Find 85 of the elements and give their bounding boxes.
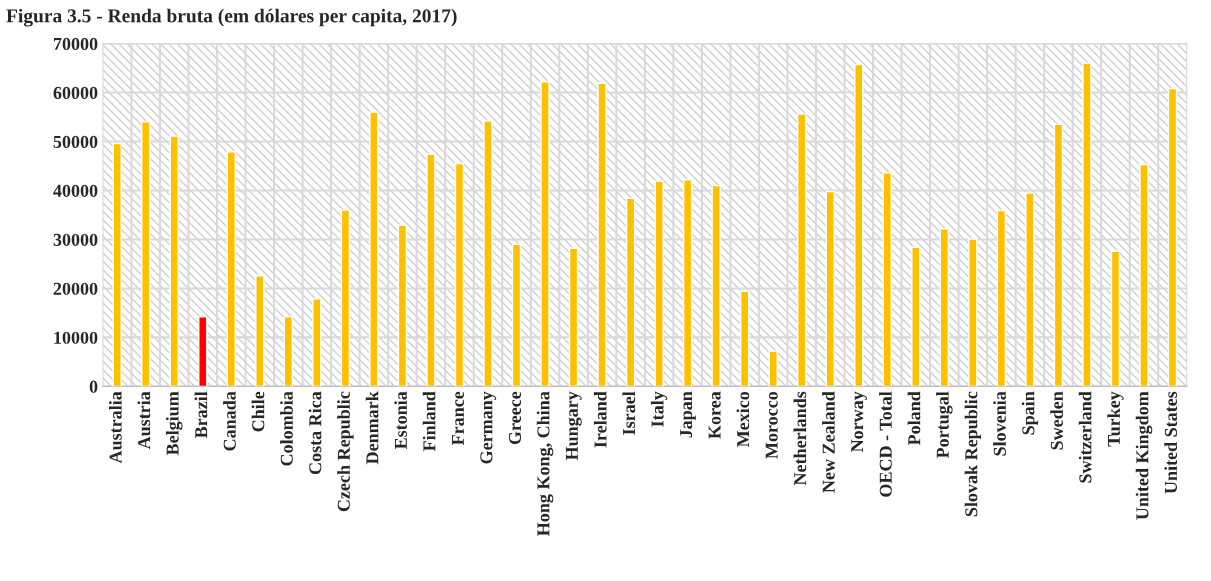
x-tick-label: United States [1164,391,1178,494]
x-tick-label: Germany [480,391,497,464]
bar [1139,163,1149,387]
x-tick-label: Morocco [765,391,778,459]
x-tick-label: Finland [422,391,436,452]
bar [1025,192,1035,387]
bar [711,184,721,387]
bar [1082,62,1092,387]
bar [426,153,436,387]
bar [283,316,294,387]
bar [483,120,493,387]
x-tick-label: Austria [137,391,151,450]
bar [654,180,664,387]
bar [797,113,807,387]
x-tick-label: Turkey [1107,391,1124,447]
x-tick-label: United Kingdom [1135,391,1153,520]
x-tick-label: Denmark [365,391,379,465]
x-tick-label: Israel [622,391,636,435]
x-tick-label: Hong Kong, China [536,391,554,536]
bar [540,81,550,387]
x-tick-label: Canada [223,391,236,451]
bar [597,82,607,387]
y-tick-label: 10000 [54,331,98,344]
bar [825,190,835,387]
x-tick-label: Costa Rica [308,391,322,475]
x-tick-label: Italy [650,391,668,427]
x-tick-label: Switzerland [1078,391,1092,483]
bar [996,209,1007,387]
x-tick-label: Japan [680,391,696,438]
x-tick-label: Czech Republic [337,391,354,512]
bar [255,274,265,387]
x-tick-label: Netherlands [793,391,807,486]
bar [568,247,579,387]
bar [1110,250,1121,387]
x-tick-label: Australia [109,391,122,464]
y-tick-label: 50000 [53,135,98,148]
x-tick-label: Korea [708,391,721,439]
chart-title: Figura 3.5 - Renda bruta (em dólares per capita, 2017) [6,8,457,27]
x-tick-label: Brazil [194,391,208,439]
bar [511,243,522,387]
bar [141,121,151,387]
y-tick-label: 30000 [53,233,98,246]
x-tick-label: Poland [907,391,921,446]
x-tick-label: Mexico [736,391,750,448]
x-tick-label: Colombia [280,391,293,466]
bar [911,246,921,387]
x-tick-label: France [451,391,464,446]
bar [882,172,892,387]
x-tick-label: OECD - Total [879,391,892,497]
x-tick-label: Slovak Republic [964,391,982,517]
bar [454,162,465,387]
x-tick-label: Norway [851,391,867,453]
bar [768,350,778,387]
bar [739,290,750,387]
bar [682,179,693,387]
x-tick-label: Chile [251,391,265,432]
bar [198,316,208,387]
y-tick-label: 40000 [53,184,98,197]
x-tick-label: Belgium [165,391,183,456]
bar [968,238,978,387]
x-tick-label: Estonia [394,391,407,450]
bar [226,151,236,387]
bar [397,224,408,387]
bar [625,197,636,387]
x-tick-label: Ireland [593,391,607,448]
bar [340,209,351,387]
bar [854,63,864,387]
x-tick-label: Sweden [1050,391,1063,450]
x-tick-label: Portugal [936,391,953,459]
y-tick-label: 70000 [53,37,98,51]
y-tick-label: 60000 [53,86,98,99]
y-tick-label: 0 [89,380,98,393]
x-tick-label: New Zealand [822,391,835,493]
x-tick-label: Hungary [565,391,582,461]
bar [312,298,322,387]
x-tick-label: Spain [1021,391,1039,435]
bar [939,227,950,387]
x-tick-label: Greece [508,391,522,445]
bar [112,142,122,387]
y-tick-label: 20000 [53,282,98,295]
bar [1053,123,1064,387]
bar [169,135,179,387]
bar [369,111,379,387]
x-tick-label: Slovenia [993,391,1006,456]
bar [1167,87,1178,387]
